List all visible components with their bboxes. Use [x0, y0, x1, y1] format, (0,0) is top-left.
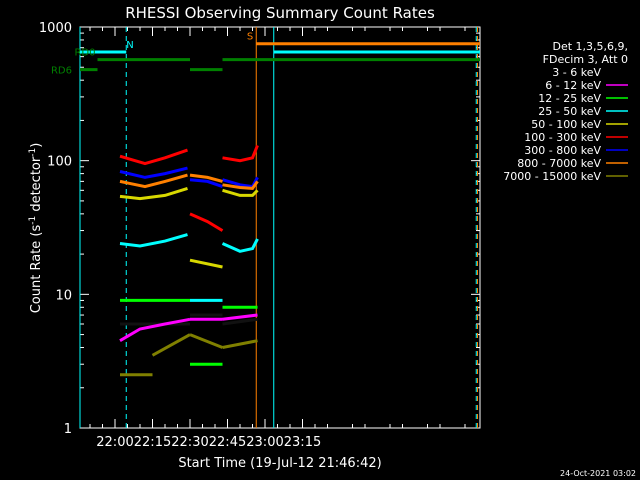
x-tick-label: 22:30 [171, 435, 208, 450]
legend-entry-label: 300 - 800 keV [524, 144, 601, 157]
series-line [222, 313, 258, 321]
series-line [222, 188, 259, 197]
series-line [189, 258, 223, 269]
plot-area: 1 10 100 1000 22:00 22:15 22:30 22:45 23:00 23:15… [39, 21, 481, 450]
x-tick-label: 22:00 [96, 435, 133, 450]
x-tick-label: 22:15 [134, 435, 171, 450]
legend: Det 1,3,5,6,9,FDecim 3, Att 03 - 6 keV6 … [503, 40, 628, 183]
series-line [221, 238, 259, 253]
legend-header: Det 1,3,5,6,9, [552, 40, 628, 53]
series-line [222, 144, 259, 163]
status-bar-label: N [126, 40, 133, 51]
y-label-part: Count Rate (s [29, 225, 44, 314]
legend-entry-label: 3 - 6 keV [552, 66, 601, 79]
legend-entry-label: 12 - 25 keV [538, 92, 601, 105]
y-tick-label: 1000 [39, 21, 72, 36]
series-line [222, 317, 258, 326]
legend-entry-label: 50 - 100 keV [531, 118, 601, 131]
series-line [119, 233, 188, 248]
legend-entry-label: 7000 - 15000 keV [503, 170, 601, 183]
status-bar-label: RD0 [74, 48, 95, 59]
series-line [222, 176, 259, 189]
y-axis-label: Count Rate (s-1 detector-1) [28, 143, 44, 314]
series-line [119, 166, 188, 179]
y-label-superscript: -1 [28, 216, 38, 225]
x-axis-label: Start Time (19-Jul-12 21:46:42) [178, 456, 381, 471]
y-label-part: ) [29, 143, 44, 148]
x-tick-label: 22:45 [209, 435, 246, 450]
y-tick-label: 10 [55, 288, 72, 303]
chart-title: RHESSI Observing Summary Count Rates [125, 4, 435, 22]
series-line [119, 186, 188, 201]
series-line [119, 148, 188, 166]
series-line [222, 339, 258, 349]
series-line [189, 333, 224, 349]
x-tick-label: 23:00 [246, 435, 283, 450]
series-line [119, 173, 188, 189]
legend-header: FDecim 3, Att 0 [543, 53, 628, 66]
y-label-part: detector [29, 156, 44, 216]
x-tick-label: 23:15 [284, 435, 321, 450]
series-line [189, 212, 224, 232]
legend-entry-label: 800 - 7000 keV [517, 157, 601, 170]
legend-entry-label: 100 - 300 keV [524, 131, 601, 144]
y-tick-label: 100 [47, 155, 72, 170]
series-line [189, 173, 223, 183]
y-label-superscript: -1 [28, 148, 38, 157]
status-bar-label: S [247, 32, 253, 43]
status-bar-label: RD6 [51, 66, 72, 77]
y-tick-label: 1 [64, 422, 72, 437]
legend-entry-label: 6 - 12 keV [545, 79, 601, 92]
footer-timestamp: 24-Oct-2021 03:02 [560, 469, 636, 478]
series-line [151, 333, 191, 357]
legend-entry-label: 25 - 50 keV [538, 105, 601, 118]
series-line [222, 180, 259, 190]
series-line [119, 317, 191, 342]
series-line [189, 178, 223, 189]
